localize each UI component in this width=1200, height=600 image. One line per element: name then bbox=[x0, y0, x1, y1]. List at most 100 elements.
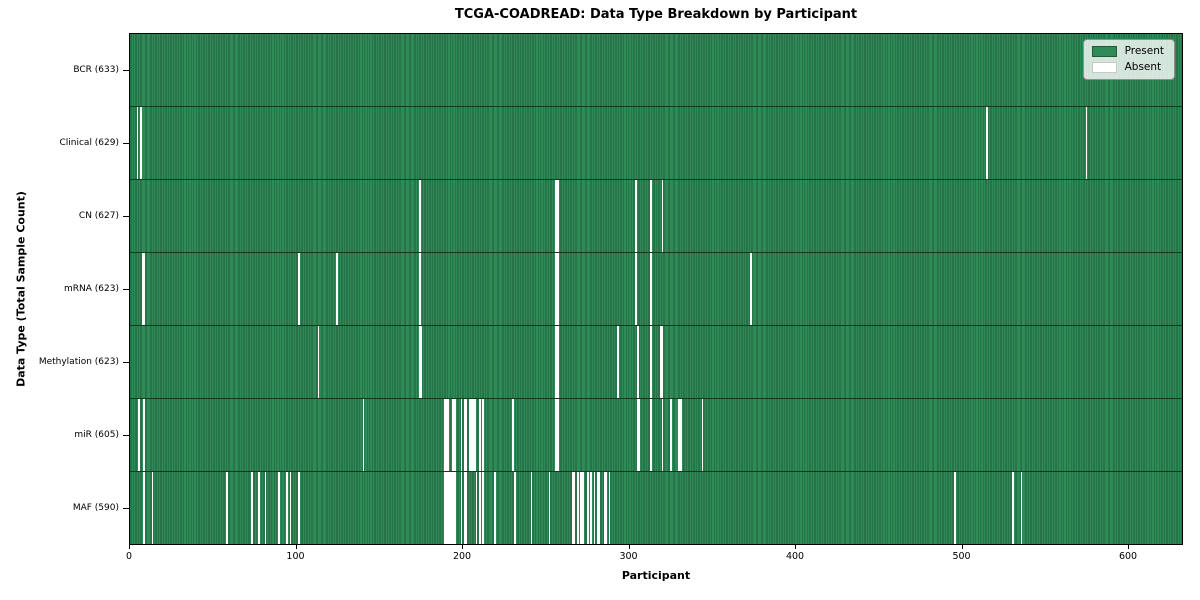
absent-stripe bbox=[661, 180, 664, 252]
x-tick-label: 600 bbox=[1118, 551, 1138, 562]
absent-stripe bbox=[257, 472, 260, 544]
absent-swatch-icon bbox=[1091, 62, 1117, 73]
absent-stripe bbox=[557, 253, 559, 325]
x-tick-mark bbox=[295, 545, 297, 549]
absent-stripe bbox=[470, 399, 473, 471]
row-methylation bbox=[130, 325, 1182, 398]
row-bcr bbox=[130, 34, 1182, 106]
y-tick-mark bbox=[123, 435, 129, 437]
absent-stripe bbox=[493, 472, 496, 544]
absent-stripe bbox=[479, 399, 481, 471]
absent-stripe bbox=[603, 472, 606, 544]
y-tick-label-maf: MAF (590) bbox=[72, 503, 119, 514]
absent-stripe bbox=[555, 180, 558, 252]
absent-stripe bbox=[749, 253, 752, 325]
absent-stripe bbox=[139, 107, 142, 179]
absent-stripe bbox=[445, 472, 448, 544]
y-tick-mark bbox=[123, 142, 129, 144]
absent-stripe bbox=[650, 399, 652, 471]
absent-stripe bbox=[420, 326, 423, 398]
absent-stripe bbox=[464, 399, 466, 471]
absent-stripe bbox=[954, 472, 956, 544]
absent-stripe bbox=[450, 472, 453, 544]
absent-stripe bbox=[141, 253, 144, 325]
absent-stripe bbox=[444, 399, 446, 471]
presence-matrix bbox=[130, 34, 1182, 544]
legend-item-absent: Absent bbox=[1091, 61, 1164, 74]
legend-item-present: Present bbox=[1091, 46, 1164, 57]
absent-stripe bbox=[555, 326, 558, 398]
absent-stripe bbox=[460, 399, 463, 471]
absent-stripe bbox=[444, 472, 446, 544]
absent-stripe bbox=[482, 472, 484, 544]
absent-stripe bbox=[701, 399, 704, 471]
absent-stripe bbox=[460, 472, 463, 544]
absent-stripe bbox=[661, 326, 664, 398]
y-tick-mark bbox=[123, 69, 129, 71]
y-tick-label-methylation: Methylation (623) bbox=[38, 357, 119, 368]
absent-stripe bbox=[635, 180, 637, 252]
absent-stripe bbox=[472, 399, 474, 471]
x-tick-label: 200 bbox=[452, 551, 472, 562]
absent-stripe bbox=[557, 180, 559, 252]
absent-stripe bbox=[454, 472, 456, 544]
x-tick-mark bbox=[1128, 545, 1130, 549]
absent-stripe bbox=[661, 399, 664, 471]
x-tick-mark bbox=[462, 545, 464, 549]
y-tick-mark bbox=[123, 362, 129, 364]
absent-stripe bbox=[482, 399, 484, 471]
absent-stripe bbox=[465, 399, 468, 471]
x-tick-label: 400 bbox=[785, 551, 805, 562]
y-tick-label-mrna: mRNA (623) bbox=[64, 284, 119, 294]
absent-stripe bbox=[264, 472, 267, 544]
absent-stripe bbox=[985, 107, 988, 179]
absent-stripe bbox=[277, 472, 280, 544]
absent-stripe bbox=[136, 107, 139, 179]
absent-stripe bbox=[1012, 472, 1015, 544]
absent-stripe bbox=[548, 472, 551, 544]
absent-stripe bbox=[587, 472, 589, 544]
absent-stripe bbox=[317, 326, 320, 398]
absent-stripe bbox=[143, 253, 145, 325]
y-tick-mark bbox=[123, 508, 129, 510]
absent-stripe bbox=[670, 399, 672, 471]
absent-stripe bbox=[680, 399, 682, 471]
y-tick-label-mir: miR (605) bbox=[74, 430, 119, 441]
absent-stripe bbox=[447, 472, 450, 544]
absent-stripe bbox=[598, 472, 601, 544]
plot-area: Present Absent bbox=[129, 33, 1183, 545]
absent-stripe bbox=[474, 399, 476, 471]
absent-stripe bbox=[336, 253, 338, 325]
absent-stripe bbox=[513, 472, 516, 544]
absent-stripe bbox=[605, 472, 607, 544]
legend: Present Absent bbox=[1082, 39, 1175, 80]
row-cn bbox=[130, 179, 1182, 252]
absent-stripe bbox=[465, 472, 468, 544]
legend-label-absent: Absent bbox=[1124, 61, 1162, 74]
absent-stripe bbox=[419, 180, 421, 252]
absent-stripe bbox=[557, 399, 559, 471]
absent-stripe bbox=[1020, 472, 1023, 544]
absent-stripe bbox=[469, 399, 471, 471]
y-tick-label-bcr: BCR (633) bbox=[73, 64, 119, 75]
x-tick-mark bbox=[129, 545, 130, 549]
absent-stripe bbox=[286, 472, 288, 544]
absent-stripe bbox=[582, 472, 584, 544]
absent-stripe bbox=[289, 472, 292, 544]
absent-stripe bbox=[650, 253, 652, 325]
x-tick-mark bbox=[628, 545, 630, 549]
y-tick-mark bbox=[123, 215, 129, 217]
absent-stripe bbox=[590, 472, 592, 544]
x-tick-label: 0 bbox=[125, 551, 133, 562]
absent-stripe bbox=[530, 472, 533, 544]
absent-stripe bbox=[1085, 107, 1088, 179]
absent-stripe bbox=[452, 399, 455, 471]
absent-stripe bbox=[464, 472, 466, 544]
absent-stripe bbox=[297, 472, 300, 544]
absent-stripe bbox=[138, 399, 140, 471]
x-tick-label: 300 bbox=[619, 551, 638, 562]
absent-stripe bbox=[577, 472, 579, 544]
absent-stripe bbox=[419, 253, 421, 325]
absent-stripe bbox=[475, 472, 478, 544]
